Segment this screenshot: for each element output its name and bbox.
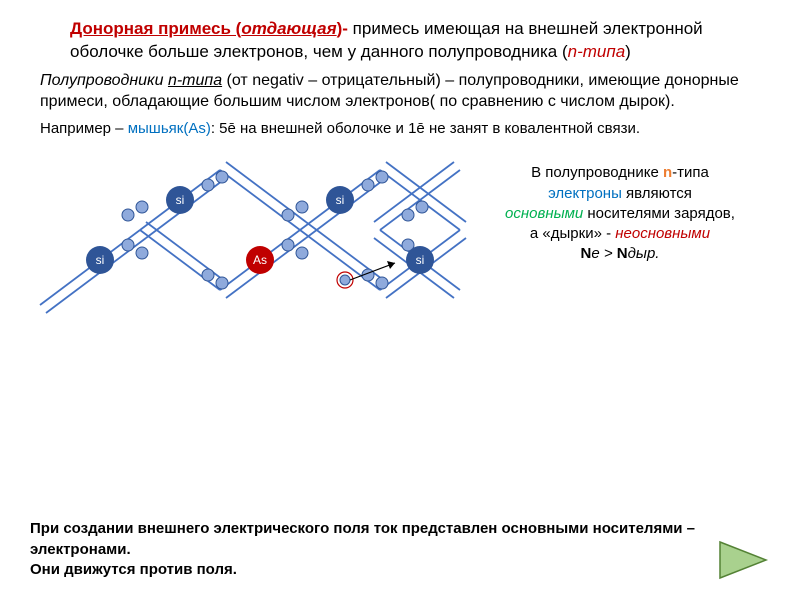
svg-text:si: si — [176, 193, 185, 207]
para-example: Например – мышьяк(As): 5ē на внешней обо… — [30, 119, 770, 139]
p2b: n-типа — [168, 72, 222, 89]
title-paragraph: Донорная примесь (отдающая)- примесь име… — [30, 18, 770, 64]
title-end: ) — [625, 42, 631, 61]
s4: основными — [505, 205, 583, 222]
p3a: Например – — [40, 120, 128, 137]
svg-text:As: As — [253, 253, 267, 267]
para-ntype: Полупроводники n-типа (от negativ – отри… — [30, 70, 770, 113]
s3: являются — [622, 185, 692, 202]
bottom-l2: Они движутся против поля. — [30, 560, 770, 580]
svg-text:si: si — [96, 253, 105, 267]
s6: а «дырки» - — [530, 225, 615, 242]
title-ntype: n-типа — [568, 42, 626, 61]
s1n: n — [663, 164, 672, 181]
s7: неосновными — [615, 225, 710, 242]
bottom-l1: При создании внешнего электрического пол… — [30, 519, 770, 560]
title-sub: отдающая — [241, 19, 336, 38]
s8c: N — [617, 245, 628, 262]
bottom-block: При создании внешнего электрического пол… — [30, 519, 770, 580]
p3c: : 5ē на внешней оболочке и 1ē не занят в… — [211, 120, 640, 137]
s8b: е > — [591, 245, 616, 262]
s8a: N — [581, 245, 592, 262]
lattice-diagram: si si As si si — [30, 145, 480, 325]
s1b: -типа — [672, 164, 709, 181]
title-term: Донорная примесь ( — [70, 19, 241, 38]
svg-text:si: si — [336, 193, 345, 207]
svg-text:si: si — [416, 253, 425, 267]
s5: носителями зарядов, — [583, 205, 735, 222]
p2a: Полупроводники — [40, 72, 168, 89]
s2: электроны — [548, 185, 622, 202]
side-text: В полупроводнике n-типа электроны являют… — [480, 145, 760, 325]
title-close: )- — [337, 19, 348, 38]
p3b: мышьяк(As) — [128, 120, 211, 137]
s1a: В полупроводнике — [531, 164, 663, 181]
next-button[interactable] — [716, 538, 770, 582]
s8d: дыр. — [628, 245, 660, 262]
